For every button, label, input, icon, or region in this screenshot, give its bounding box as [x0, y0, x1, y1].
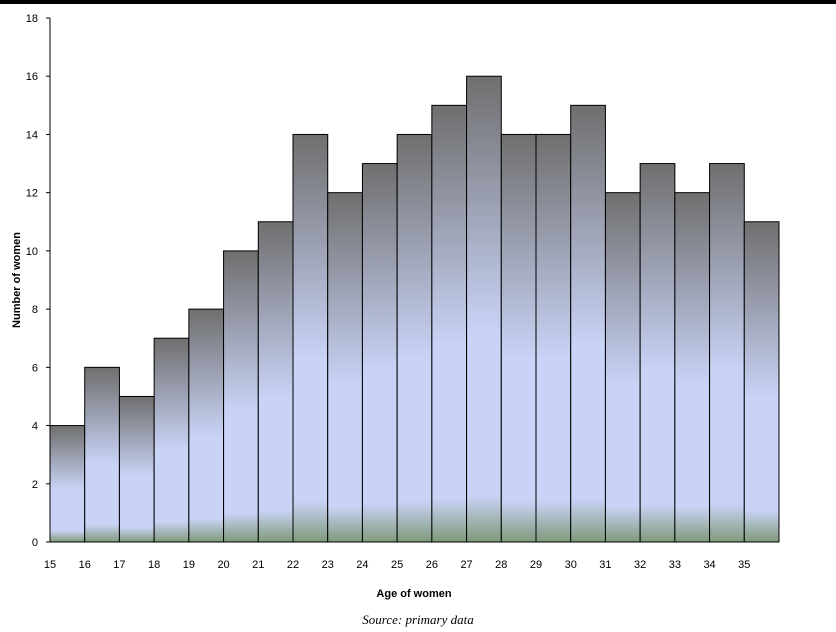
bar-35: [743, 221, 780, 543]
x-tick-label: 17: [113, 559, 125, 571]
top-rule: [0, 0, 836, 4]
x-tick-label: 27: [460, 559, 472, 571]
x-tick-label: 18: [148, 559, 160, 571]
bar-18: [153, 337, 190, 543]
y-axis-title: Number of women: [11, 232, 23, 328]
x-tick-label: 26: [426, 559, 438, 571]
x-tick-label: 33: [669, 559, 681, 571]
bar-27: [466, 75, 502, 543]
x-axis-title: Age of women: [376, 588, 451, 600]
y-tick-label: 2: [32, 479, 38, 491]
x-tick-label: 32: [634, 559, 646, 571]
y-tick-label: 18: [26, 13, 38, 25]
bar-15: [49, 425, 86, 543]
x-tick-label: 34: [703, 559, 715, 571]
x-tick-label: 21: [252, 559, 264, 571]
y-tick-label: 8: [32, 304, 38, 316]
x-tick-label: 19: [183, 559, 195, 571]
bar-32: [639, 163, 676, 543]
x-tick-label: 35: [738, 559, 750, 571]
y-tick-label: 6: [32, 362, 38, 374]
bar-23: [327, 192, 363, 543]
x-tick-label: 31: [599, 559, 611, 571]
bar-24: [361, 163, 398, 543]
x-tick-label: 23: [322, 559, 334, 571]
y-tick-label: 16: [26, 71, 38, 83]
y-tick-label: 12: [26, 188, 38, 200]
bar-17: [118, 395, 155, 543]
y-tick-label: 10: [26, 246, 38, 258]
bar-22: [292, 133, 329, 543]
x-tick-label: 16: [79, 559, 91, 571]
bar-16: [84, 366, 120, 543]
y-tick-label: 4: [32, 421, 38, 433]
bar-30: [570, 104, 606, 543]
bar-33: [674, 192, 711, 543]
bar-21: [257, 221, 294, 543]
bar-20: [223, 250, 259, 543]
x-tick-label: 24: [356, 559, 368, 571]
bar-28: [500, 133, 537, 543]
x-tick-label: 30: [565, 559, 577, 571]
x-tick-label: 15: [44, 559, 56, 571]
bar-26: [431, 104, 468, 543]
bar-25: [396, 133, 433, 543]
source-caption: Source: primary data: [362, 612, 474, 627]
y-tick-label: 14: [26, 129, 38, 141]
bar-29: [535, 133, 572, 543]
bar-19: [188, 308, 225, 543]
x-tick-label: 28: [495, 559, 507, 571]
y-tick-label: 0: [32, 537, 38, 549]
x-tick-label: 22: [287, 559, 299, 571]
x-tick-label: 20: [217, 559, 229, 571]
x-tick-label: 29: [530, 559, 542, 571]
x-tick-label: 25: [391, 559, 403, 571]
bar-31: [604, 192, 641, 543]
bar-34: [709, 163, 745, 543]
